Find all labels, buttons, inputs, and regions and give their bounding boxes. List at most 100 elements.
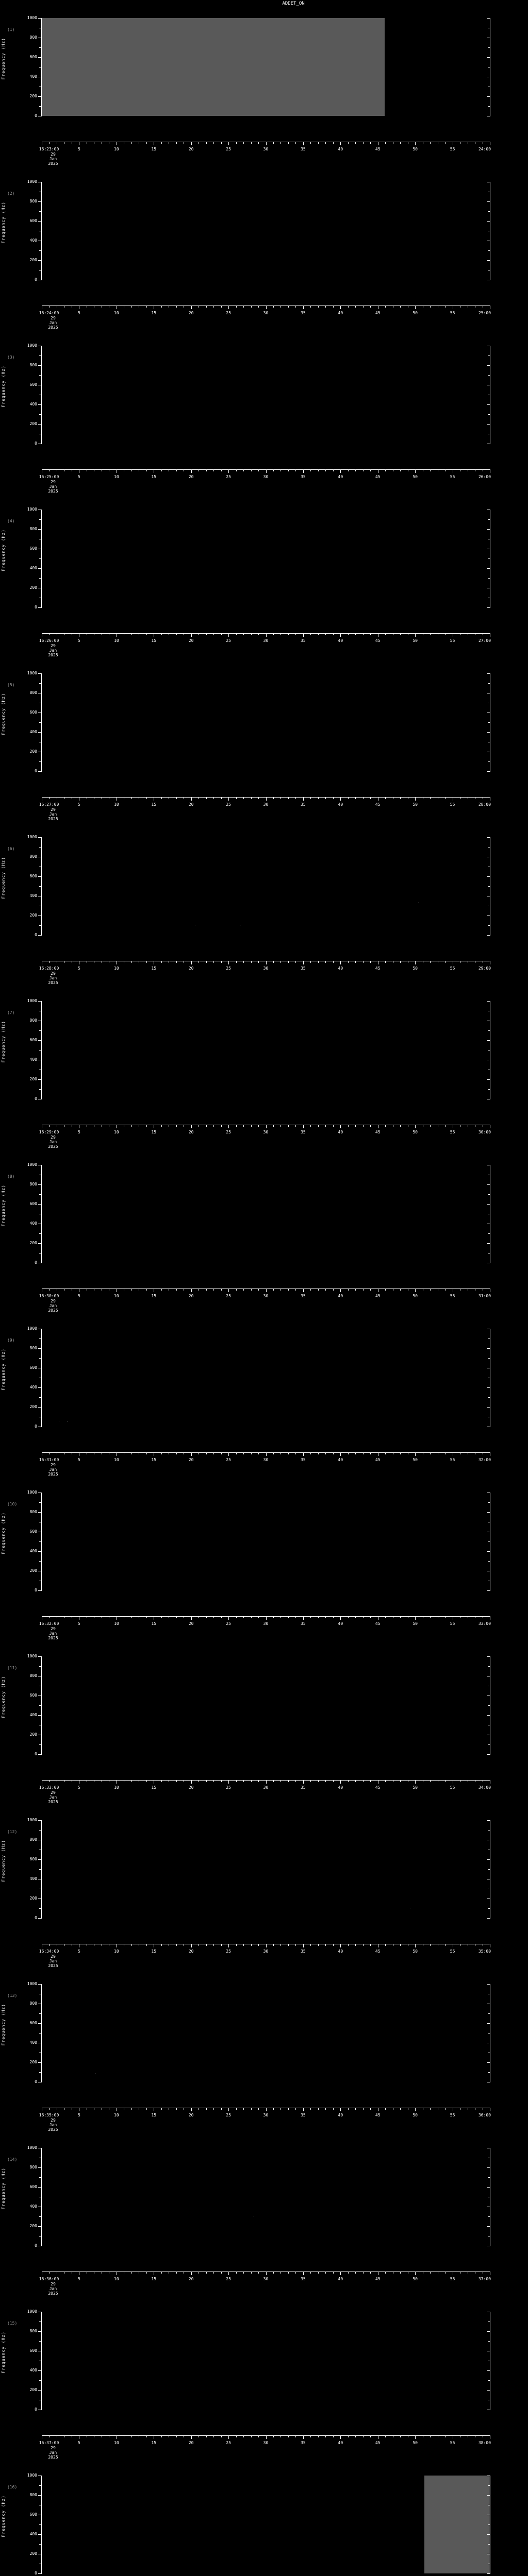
x-tick-minor bbox=[295, 961, 296, 963]
x-tick-label: 5 bbox=[77, 1294, 80, 1298]
x-tick-minor bbox=[161, 797, 162, 799]
x-tick-minor bbox=[131, 2435, 132, 2437]
x-tick-label: 35 bbox=[301, 1621, 306, 1626]
y-tick-minor-right bbox=[488, 578, 490, 579]
x-tick-label: 15 bbox=[151, 1785, 157, 1790]
x-tick-minor bbox=[161, 1452, 162, 1454]
x-tick-label: 35 bbox=[301, 638, 306, 643]
x-tick-minor bbox=[251, 797, 252, 799]
x-tick-minor bbox=[400, 1780, 401, 1782]
y-tick-label: 800 bbox=[29, 527, 37, 531]
x-tick-minor bbox=[385, 2272, 386, 2274]
x-tick-major bbox=[266, 1289, 267, 1292]
x-tick-minor bbox=[131, 1616, 132, 1618]
y-tick-label: 0 bbox=[35, 1752, 37, 1756]
left-axis-spine bbox=[41, 673, 42, 772]
plot-area bbox=[42, 1165, 490, 1263]
x-tick-minor bbox=[310, 2108, 311, 2110]
x-tick-label: 10 bbox=[114, 1458, 119, 1462]
y-tick-major-right bbox=[487, 1859, 490, 1860]
x-tick-minor bbox=[445, 797, 446, 799]
x-tick-minor bbox=[213, 1780, 214, 1782]
x-tick-major bbox=[303, 633, 304, 637]
x-tick-minor bbox=[49, 469, 50, 471]
x-tick-major bbox=[266, 633, 267, 637]
x-tick-minor bbox=[400, 633, 401, 635]
x-tick-label: 15 bbox=[151, 147, 157, 151]
x-tick-minor bbox=[348, 961, 349, 963]
y-tick-major-right bbox=[487, 529, 490, 530]
y-tick-major-right bbox=[487, 2573, 490, 2574]
x-tick-label: 50 bbox=[412, 147, 418, 151]
x-tick-minor bbox=[131, 2272, 132, 2274]
x-tick-minor bbox=[258, 1616, 259, 1618]
x-tick-minor bbox=[161, 633, 162, 635]
x-tick-minor bbox=[325, 1125, 326, 1127]
y-tick-major bbox=[38, 876, 41, 877]
y-tick-minor bbox=[39, 2380, 41, 2381]
x-tick-minor bbox=[176, 2272, 177, 2274]
panel-index-label: (7) bbox=[7, 1010, 15, 1015]
x-tick-minor bbox=[221, 1616, 222, 1618]
x-tick-minor bbox=[280, 1289, 282, 1291]
x-tick-minor bbox=[49, 1452, 50, 1454]
x-tick-minor bbox=[49, 306, 50, 308]
x-tick-major bbox=[415, 1289, 416, 1292]
y-tick-minor bbox=[39, 375, 41, 376]
x-tick-minor bbox=[400, 1125, 401, 1127]
y-tick-minor-right bbox=[488, 1561, 490, 1562]
x-tick-major bbox=[191, 797, 192, 801]
y-tick-label: 600 bbox=[29, 874, 37, 878]
panel-index-label: (14) bbox=[7, 2157, 18, 2162]
x-tick-minor bbox=[348, 142, 349, 144]
x-tick-minor bbox=[251, 2272, 252, 2274]
y-tick-label: 200 bbox=[29, 1241, 37, 1245]
x-tick-minor bbox=[288, 306, 289, 308]
x-tick-minor bbox=[310, 961, 311, 963]
x-tick-minor bbox=[251, 1125, 252, 1127]
x-tick-major bbox=[228, 306, 229, 309]
y-axis-label: Frequency (Hz) bbox=[1, 1676, 6, 1718]
x-tick-label: 10 bbox=[114, 802, 119, 807]
x-tick-minor bbox=[236, 797, 237, 799]
y-tick-label: 200 bbox=[29, 2060, 37, 2064]
x-tick-minor bbox=[206, 633, 207, 635]
x-tick-minor bbox=[273, 2435, 274, 2437]
x-tick-minor bbox=[333, 1780, 334, 1782]
x-tick-major bbox=[228, 1452, 229, 1456]
x-tick-label: 50 bbox=[412, 1621, 418, 1626]
x-tick-minor bbox=[280, 961, 282, 963]
x-tick-minor bbox=[146, 306, 147, 308]
y-tick-major-right bbox=[487, 2370, 490, 2371]
y-tick-label: 0 bbox=[35, 2571, 37, 2575]
x-tick-minor bbox=[318, 1944, 319, 1946]
x-tick-minor bbox=[221, 633, 222, 635]
panel-index-label: (1) bbox=[7, 27, 15, 32]
y-tick-minor bbox=[39, 761, 41, 762]
x-tick-label: 40 bbox=[338, 311, 343, 315]
x-tick-minor bbox=[430, 142, 431, 144]
x-tick-minor bbox=[318, 961, 319, 963]
y-tick-label: 800 bbox=[29, 1673, 37, 1678]
x-tick-minor bbox=[400, 1616, 401, 1618]
x-tick-minor bbox=[445, 961, 446, 963]
x-tick-label: 25 bbox=[226, 1785, 231, 1790]
x-tick-major bbox=[266, 2108, 267, 2111]
x-tick-minor bbox=[348, 1125, 349, 1127]
x-tick-minor bbox=[430, 1125, 431, 1127]
x-tick-major bbox=[191, 633, 192, 637]
x-tick-major bbox=[415, 2435, 416, 2439]
x-tick-minor bbox=[176, 2435, 177, 2437]
x-tick-label: 10 bbox=[114, 147, 119, 151]
x-tick-major bbox=[191, 1125, 192, 1128]
y-tick-label: 1000 bbox=[27, 1818, 37, 1822]
y-tick-major-right bbox=[487, 1348, 490, 1349]
y-axis-label: Frequency (Hz) bbox=[1, 1021, 6, 1063]
x-tick-minor bbox=[348, 2435, 349, 2437]
y-tick-label: 600 bbox=[29, 1365, 37, 1370]
x-tick-minor bbox=[370, 961, 371, 963]
y-tick-label: 800 bbox=[29, 854, 37, 859]
x-tick-label: 10 bbox=[114, 1785, 119, 1790]
y-tick-minor-right bbox=[488, 47, 490, 48]
x-axis-start-label: 16:33:00 bbox=[39, 1785, 59, 1790]
